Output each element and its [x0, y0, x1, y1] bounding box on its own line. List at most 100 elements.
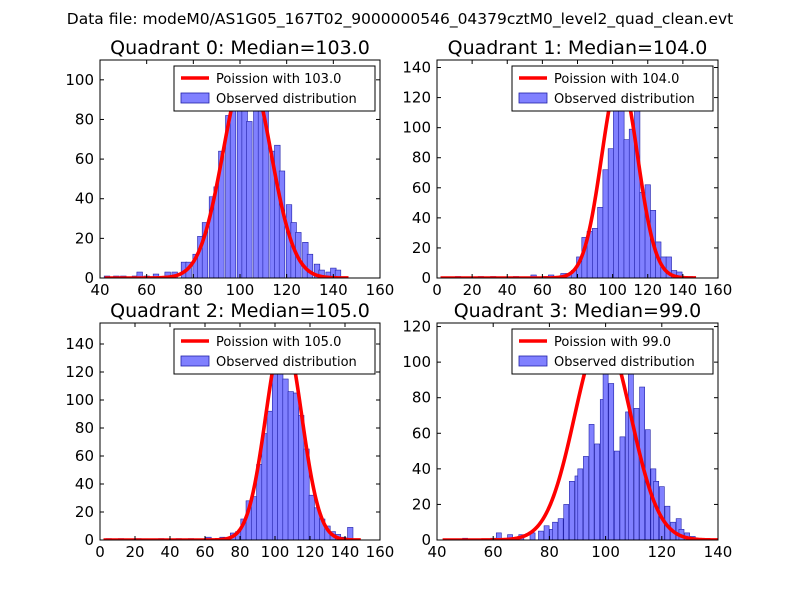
- x-tick-label: 120: [633, 281, 662, 299]
- legend-curve-label: Poission with 103.0: [216, 72, 341, 87]
- y-tick-label: 20: [412, 239, 431, 257]
- figure-suptitle: Data file: modeM0/AS1G05_167T02_90000005…: [67, 10, 733, 29]
- histogram-bar: [278, 170, 286, 278]
- x-tick-label: 160: [366, 281, 395, 299]
- y-tick-label: 100: [65, 391, 94, 409]
- histogram-bar: [334, 269, 342, 278]
- x-tick-label: 40: [160, 543, 179, 561]
- y-tick-label: 20: [412, 495, 431, 513]
- histogram-bar: [614, 450, 620, 540]
- subplot-title: Quadrant 2: Median=105.0: [110, 300, 370, 322]
- x-tick-label: 40: [90, 281, 109, 299]
- y-tick-label: 0: [421, 531, 431, 549]
- y-tick-label: 40: [75, 475, 94, 493]
- y-tick-label: 60: [75, 150, 94, 168]
- histogram-bar: [543, 525, 550, 540]
- histogram-bar: [628, 360, 634, 540]
- x-tick-label: 140: [669, 281, 698, 299]
- y-tick-label: 140: [402, 59, 431, 77]
- histogram-bar: [623, 139, 630, 278]
- y-tick-label: 40: [412, 209, 431, 227]
- y-tick-label: 0: [84, 269, 94, 287]
- x-tick-label: 40: [427, 543, 446, 561]
- legend-box: [511, 328, 714, 375]
- legend: Poission with 99.0 Observed distribution: [511, 328, 714, 375]
- histogram-bar: [538, 530, 544, 540]
- y-tick-label: 80: [75, 110, 94, 128]
- y-tick-label: 80: [412, 389, 431, 407]
- histogram-bar: [588, 424, 595, 540]
- histogram-bar: [597, 207, 604, 278]
- histogram-bar: [277, 346, 284, 540]
- x-tick-label: 140: [331, 543, 360, 561]
- histogram-bar: [282, 378, 289, 540]
- y-tick-label: 120: [65, 363, 94, 381]
- x-tick-label: 100: [261, 543, 290, 561]
- y-tick-label: 60: [412, 179, 431, 197]
- y-tick-label: 60: [75, 447, 94, 465]
- y-tick-label: 0: [421, 269, 431, 287]
- y-tick-label: 20: [75, 503, 94, 521]
- legend-box: [173, 65, 376, 112]
- histogram-bar: [619, 436, 626, 540]
- legend-bar-label: Observed distribution: [554, 355, 695, 370]
- y-tick-label: 100: [402, 119, 431, 137]
- histogram-bar: [602, 169, 609, 278]
- legend-bar-label: Observed distribution: [216, 355, 357, 370]
- legend-bar-swatch: [518, 355, 548, 367]
- legend-curve-label: Poission with 104.0: [554, 72, 679, 87]
- legend-box: [511, 65, 714, 112]
- subplot-title: Quadrant 1: Median=104.0: [448, 37, 708, 59]
- histogram-bar: [563, 504, 570, 540]
- plot-area: [442, 331, 718, 540]
- subplot-quadrant-2: 0 20 40 60 80 100 120 140 160 0 20 40 60 80 100 120 140 Q…: [65, 300, 394, 561]
- legend: Poission with 104.0 Observed distribution: [511, 65, 714, 112]
- y-tick-label: 100: [65, 71, 94, 89]
- x-tick-label: 100: [598, 281, 627, 299]
- x-tick-label: 20: [125, 543, 144, 561]
- y-tick-label: 140: [65, 335, 94, 353]
- histogram-bar: [552, 521, 558, 540]
- histogram-bar: [628, 128, 635, 278]
- y-tick-label: 0: [84, 531, 94, 549]
- x-tick-label: 60: [484, 543, 503, 561]
- histogram-bar: [592, 228, 599, 278]
- y-tick-label: 40: [412, 460, 431, 478]
- x-tick-label: 40: [498, 281, 517, 299]
- x-tick-label: 100: [591, 543, 620, 561]
- histogram-bar: [246, 121, 253, 278]
- y-tick-label: 100: [402, 353, 431, 371]
- legend-bar-swatch: [180, 92, 210, 104]
- poisson-curve: [102, 332, 362, 540]
- histogram-bar: [347, 527, 354, 540]
- histogram-bar: [287, 391, 294, 540]
- x-tick-label: 120: [272, 281, 301, 299]
- histogram-bar: [607, 148, 614, 278]
- plot-area: [102, 332, 362, 540]
- subplot-title: Quadrant 3: Median=99.0: [454, 300, 702, 322]
- legend-curve-label: Poission with 105.0: [216, 335, 341, 350]
- legend-bar-label: Observed distribution: [216, 92, 357, 107]
- histogram-bar: [583, 456, 589, 540]
- histogram-bar: [613, 85, 620, 278]
- x-tick-label: 0: [95, 543, 105, 561]
- legend-bar-swatch: [180, 355, 210, 367]
- y-tick-label: 60: [412, 424, 431, 442]
- histogram-bar: [292, 392, 300, 540]
- y-tick-label: 40: [75, 190, 94, 208]
- legend: Poission with 105.0 Observed distribution: [173, 328, 376, 375]
- histogram-bar: [306, 253, 314, 278]
- histogram-bar: [602, 358, 609, 540]
- histogram-bar: [594, 443, 601, 540]
- histogram-bar: [557, 518, 564, 540]
- x-tick-label: 60: [137, 281, 156, 299]
- histogram-bar: [608, 383, 615, 540]
- x-tick-label: 20: [463, 281, 482, 299]
- legend: Poission with 103.0 Observed distribution: [173, 65, 376, 112]
- x-tick-label: 80: [184, 281, 203, 299]
- legend-curve-label: Poission with 99.0: [554, 335, 671, 350]
- histogram-bar: [261, 433, 268, 540]
- x-tick-label: 120: [296, 543, 325, 561]
- histogram-bar: [569, 480, 575, 540]
